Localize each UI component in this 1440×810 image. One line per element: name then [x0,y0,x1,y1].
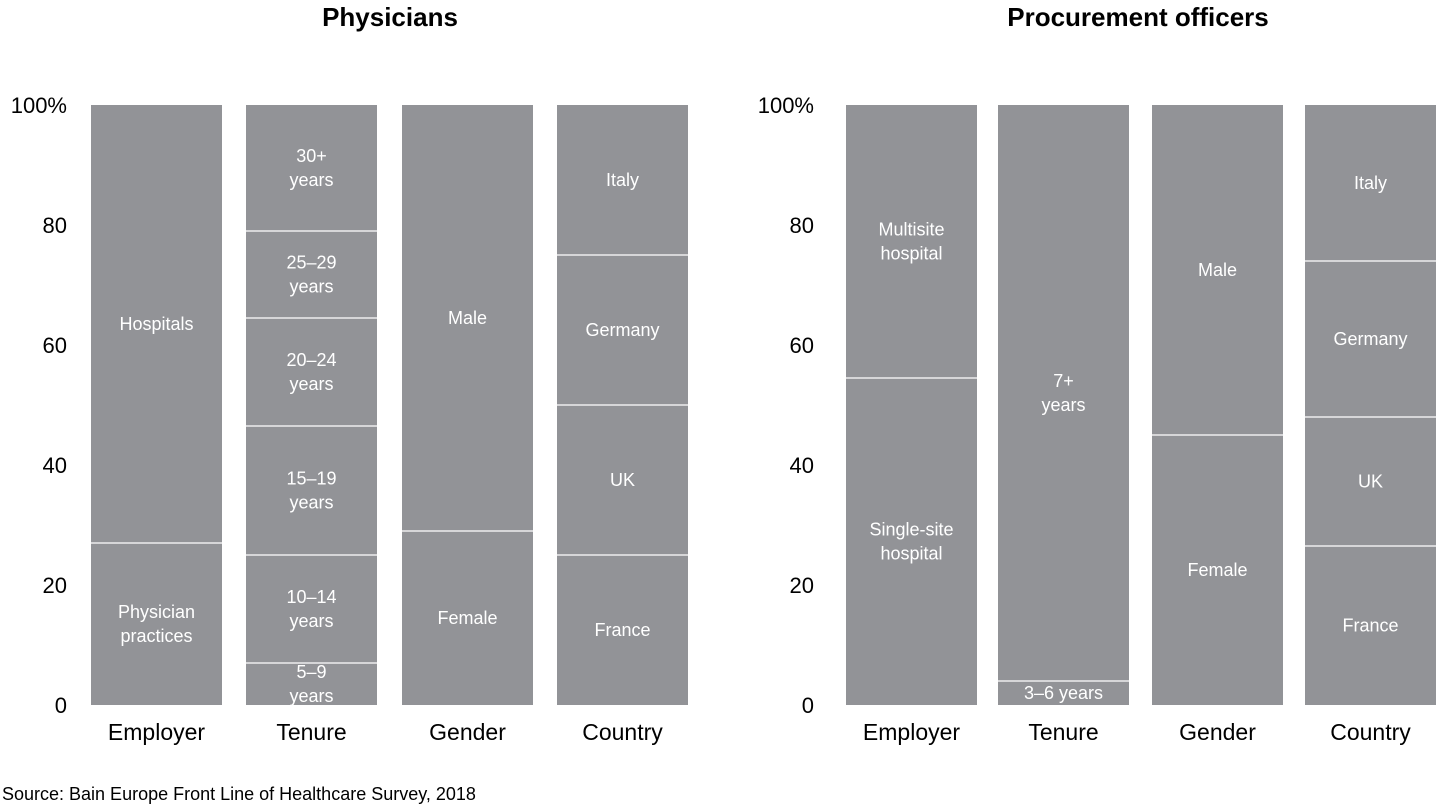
source-note: Source: Bain Europe Front Line of Health… [2,784,476,804]
segment-label: Multisite hospital [878,220,944,264]
y-tick-label: 0 [55,693,67,718]
segment-label: France [594,620,650,640]
bar-segment-7-years [998,105,1129,681]
bar-segment-20-24-years [246,318,377,426]
y-tick-label: 20 [790,573,814,598]
bar-stack-gender: Female Male [1152,105,1283,705]
segment-label: Physician practices [118,602,195,646]
bar-segment-male [1152,105,1283,435]
bar-segment-hospitals [91,105,222,543]
bar-segment-uk [557,405,688,555]
segment-label: Italy [606,170,639,190]
y-tick-label: 40 [43,453,67,478]
bar-stack-country: France UK Germany Italy [557,105,688,705]
bar-segment-female [1152,435,1283,705]
segment-label: France [1342,616,1398,636]
segment-label: Female [1187,560,1247,580]
bar-stack-country: France UK Germany Italy [1305,105,1436,705]
chart-title: Procurement officers [1007,2,1269,32]
segment-label: UK [1358,472,1383,492]
bar-segment-25-29-years [246,231,377,318]
bar-stack-employer: Single-site hospital Multisite hospital [846,105,977,705]
bar-segment-physician-practices [91,543,222,705]
segment-label: 5–9 years [289,662,333,706]
bar-segment-italy [1305,105,1436,261]
bar-stack-tenure: 3–6 years 7+ years [998,105,1129,705]
bar-segment-male [402,105,533,531]
x-category-label: Employer [108,719,205,745]
y-tick-label: 0 [802,693,814,718]
bar-segment-uk [1305,417,1436,546]
bar-segment-30-years [246,105,377,231]
segment-label: UK [610,470,635,490]
x-category-label: Employer [863,719,960,745]
segment-label: 20–24 years [286,350,336,394]
segment-label: Male [448,308,487,328]
y-tick-label: 100% [11,93,67,118]
x-category-label: Country [582,719,663,745]
chart-title: Physicians [322,2,458,32]
y-tick-label: 60 [43,333,67,358]
segment-label: Female [437,608,497,628]
y-tick-label: 60 [790,333,814,358]
x-category-label: Gender [429,719,506,745]
bar-segment-10-14-years [246,555,377,663]
segment-label: 10–14 years [286,587,336,631]
x-category-label: Gender [1179,719,1256,745]
bar-segment-5-9-years [246,663,377,705]
segment-label: Single-site hospital [869,520,953,564]
bar-stack-gender: Female Male [402,105,533,705]
y-tick-label: 80 [790,213,814,238]
x-category-label: Country [1330,719,1411,745]
bar-segment-15-19-years [246,426,377,555]
segment-label: Hospitals [119,314,193,334]
x-category-label: Tenure [1028,719,1098,745]
chart-panel-physicians: Physicians 0 20 40 60 80 100% Physician practice… [11,2,688,745]
bar-segment-single-site-hospital [846,378,977,705]
bar-segment-italy [557,105,688,255]
bar-segment-france [557,555,688,705]
segment-label: 7+ years [1041,371,1085,415]
segment-label: 30+ years [289,146,333,190]
y-tick-label: 100% [758,93,814,118]
bar-stack-employer: Physician practices Hospitals [91,105,222,705]
segment-label: Germany [585,320,659,340]
bar-segment-germany [1305,261,1436,417]
y-tick-label: 40 [790,453,814,478]
bar-segment-3-6-years [998,681,1129,705]
bar-segment-germany [557,255,688,405]
segment-label: 15–19 years [286,469,336,513]
bar-segment-france [1305,546,1436,705]
y-tick-label: 20 [43,573,67,598]
y-tick-label: 80 [43,213,67,238]
segment-label: Male [1198,260,1237,280]
chart-panel-procurement-officers: Procurement officers 0 20 40 60 80 100% Single-… [758,2,1436,745]
segment-label: Italy [1354,173,1387,193]
segment-label: Germany [1333,329,1407,349]
x-category-label: Tenure [276,719,346,745]
segment-label: 25–29 years [286,253,336,297]
bar-stack-tenure: 5–9 years 10–14 years 15–19 years 20–24 years 25… [246,105,377,706]
bar-segment-female [402,531,533,705]
segment-label: 3–6 years [1024,683,1103,703]
bar-segment-multisite-hospital [846,105,977,378]
